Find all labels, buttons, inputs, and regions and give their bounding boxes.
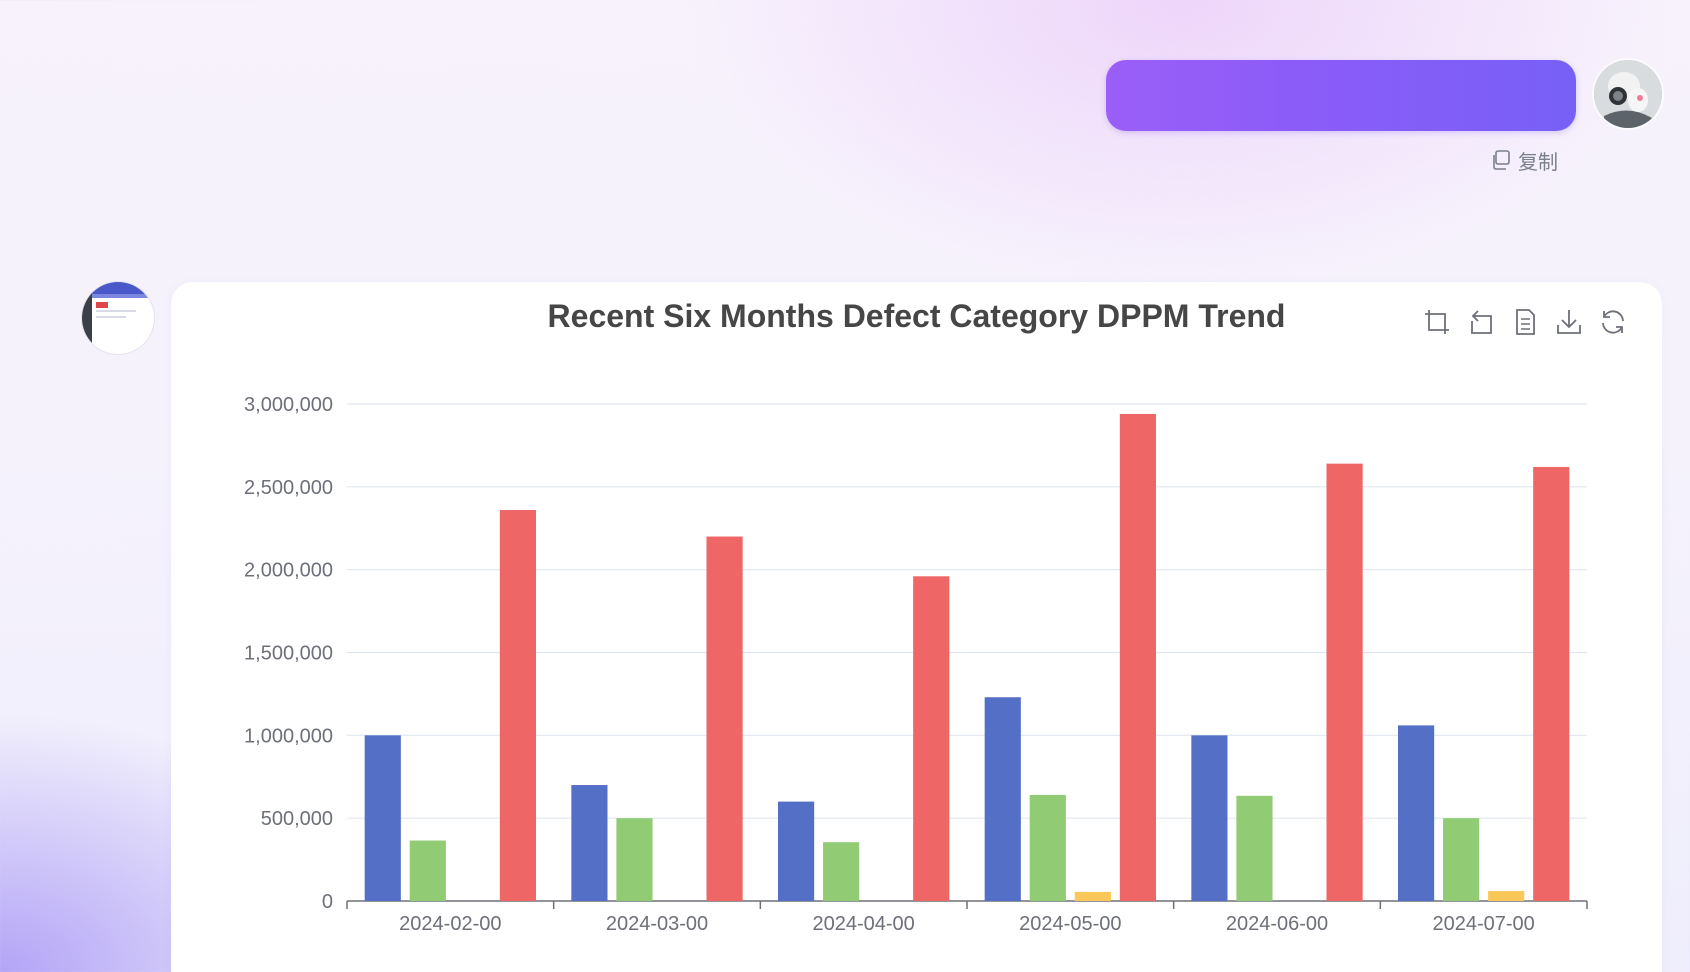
copy-icon xyxy=(1493,150,1510,170)
user-message-bubble xyxy=(1106,60,1576,131)
data-view-button[interactable] xyxy=(1509,306,1541,338)
y-tick-label: 1,000,000 xyxy=(244,725,333,747)
bar xyxy=(1326,463,1363,901)
y-tick-label: 500,000 xyxy=(261,808,333,830)
bar xyxy=(823,842,860,901)
bar xyxy=(616,818,653,901)
zoom-reset-icon xyxy=(1471,310,1492,334)
bar xyxy=(1443,818,1480,901)
chart-title: Recent Six Months Defect Category DPPM T… xyxy=(547,298,1286,334)
y-tick-label: 3,000,000 xyxy=(244,394,333,416)
save-image-button[interactable] xyxy=(1553,306,1585,338)
bar xyxy=(1533,466,1570,901)
x-tick-label: 2024-05-00 xyxy=(1019,913,1121,935)
zoom-icon xyxy=(1425,310,1449,334)
zoom-button[interactable] xyxy=(1421,306,1453,338)
bar xyxy=(1398,725,1435,901)
assistant-avatar xyxy=(82,282,154,354)
bar xyxy=(706,536,743,901)
bar xyxy=(778,801,815,901)
y-tick-label: 0 xyxy=(322,891,333,913)
bar xyxy=(1191,735,1228,901)
bar xyxy=(499,510,536,901)
bar xyxy=(1029,794,1066,901)
x-tick-label: 2024-04-00 xyxy=(813,913,915,935)
bar xyxy=(409,840,446,901)
user-avatar xyxy=(1594,60,1662,128)
bar-chart: 0 500,000 1,000,000 1,500,000 2,000,000 2,500… xyxy=(244,394,1588,935)
bar xyxy=(984,697,1021,901)
y-tick-label: 2,500,000 xyxy=(244,477,333,499)
bar xyxy=(913,576,950,901)
y-tick-label: 2,000,000 xyxy=(244,560,333,582)
save-image-icon xyxy=(1557,310,1581,334)
bar xyxy=(1119,413,1156,901)
x-tick-label: 2024-03-00 xyxy=(606,913,708,935)
bar xyxy=(571,785,608,901)
bar xyxy=(364,735,401,901)
x-tick-label: 2024-07-00 xyxy=(1433,913,1535,935)
assistant-avatar-image xyxy=(82,282,154,354)
chart-toolbox xyxy=(1421,306,1629,338)
x-tick-label: 2024-06-00 xyxy=(1226,913,1328,935)
restore-button[interactable] xyxy=(1597,306,1629,338)
chart-card: Recent Six Months Defect Category DPPM T… xyxy=(171,282,1662,972)
user-avatar-image xyxy=(1594,60,1662,128)
bar xyxy=(1488,891,1525,901)
bar xyxy=(1074,891,1111,901)
copy-button[interactable]: 复制 xyxy=(1490,147,1558,174)
copy-label: 复制 xyxy=(1518,151,1558,174)
zoom-reset-button[interactable] xyxy=(1465,306,1497,338)
x-tick-label: 2024-02-00 xyxy=(399,913,501,935)
data-view-icon xyxy=(1516,309,1535,335)
bar xyxy=(1236,795,1273,901)
y-tick-label: 1,500,000 xyxy=(244,643,333,665)
restore-icon xyxy=(1602,310,1624,334)
